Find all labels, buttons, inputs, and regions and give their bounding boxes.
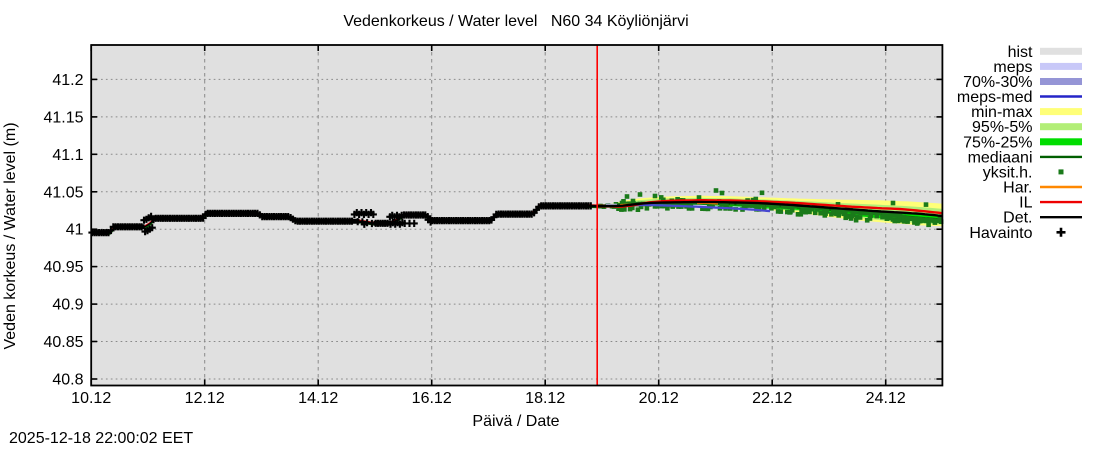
svg-text:2025-12-18 22:00:02 EET: 2025-12-18 22:00:02 EET [9,430,193,447]
svg-text:40.9: 40.9 [52,297,83,314]
svg-text:Vedenkorkeus / Water level N: Vedenkorkeus / Water level N60 34 Köyliö… [343,13,688,30]
svg-text:Veden korkeus / Water level (m: Veden korkeus / Water level (m) [2,122,19,349]
svg-text:20.12: 20.12 [639,390,679,407]
svg-text:40.95: 40.95 [43,259,83,276]
svg-text:24.12: 24.12 [866,390,906,407]
svg-text:41.2: 41.2 [52,72,83,89]
svg-text:41.05: 41.05 [43,184,83,201]
svg-text:Havainto: Havainto [969,225,1032,242]
svg-text:10.12: 10.12 [71,390,111,407]
svg-text:18.12: 18.12 [525,390,565,407]
svg-text:14.12: 14.12 [298,390,338,407]
svg-text:12.12: 12.12 [185,390,225,407]
svg-text:40.8: 40.8 [52,372,83,389]
svg-text:40.85: 40.85 [43,334,83,351]
svg-text:22.12: 22.12 [752,390,792,407]
svg-text:16.12: 16.12 [412,390,452,407]
svg-text:Päivä / Date: Päivä / Date [472,413,559,430]
svg-text:41.1: 41.1 [52,147,83,164]
svg-text:41: 41 [66,222,84,239]
svg-text:41.15: 41.15 [43,109,83,126]
